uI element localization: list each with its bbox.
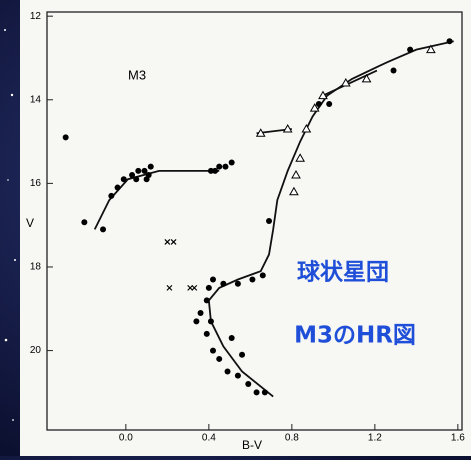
- y-tick-label: 18: [30, 262, 42, 273]
- star-point: [326, 101, 332, 107]
- x-tick-label: 1.2: [368, 433, 382, 444]
- star-point: [204, 331, 210, 337]
- star-point: [225, 368, 231, 374]
- star-point: [254, 389, 260, 395]
- star-point: [133, 176, 139, 182]
- star-point: [391, 68, 397, 74]
- star-point: [210, 277, 216, 283]
- star-point: [135, 168, 141, 174]
- annotation: 球状星団: [297, 259, 389, 286]
- star-point: [316, 101, 322, 107]
- star-point: [193, 318, 199, 324]
- star-point: [198, 310, 204, 316]
- star-point: [144, 176, 150, 182]
- star-point: [245, 381, 251, 387]
- star-point: [216, 356, 222, 362]
- y-tick-label: 14: [30, 94, 42, 105]
- y-tick-label: 12: [30, 11, 42, 22]
- x-tick-label: 1.6: [451, 433, 465, 444]
- star-point: [63, 134, 69, 140]
- star-point: [210, 348, 216, 354]
- x-tick-label: 0.8: [285, 433, 299, 444]
- x-tick-label: 0.4: [202, 433, 216, 444]
- star-point: [108, 193, 114, 199]
- star-point: [447, 38, 453, 44]
- star-point: [100, 226, 106, 232]
- chart-title: M3: [128, 67, 146, 82]
- x-axis-label: B-V: [242, 438, 262, 452]
- star-point: [229, 335, 235, 341]
- y-tick-label: 16: [30, 178, 42, 189]
- star-point: [260, 272, 266, 278]
- star-point: [206, 285, 212, 291]
- star-point: [229, 159, 235, 165]
- star-point: [266, 218, 272, 224]
- star-point: [239, 352, 245, 358]
- y-axis-label: V: [26, 216, 34, 230]
- x-tick-label: 0.0: [119, 433, 133, 444]
- star-point: [222, 164, 228, 170]
- chart: M3 V B-V 球状星団 M3のHR図 0.0 0.4 0.8 1.2 1.6 12 14…: [0, 0, 471, 456]
- star-point: [208, 318, 214, 324]
- star-point: [407, 47, 413, 53]
- star-point: [235, 281, 241, 287]
- star-point: [220, 281, 226, 287]
- star-point: [121, 176, 127, 182]
- star-point: [249, 277, 255, 283]
- paper: [20, 0, 471, 456]
- star-point: [115, 185, 121, 191]
- stars: [4, 29, 16, 421]
- star-point: [262, 389, 268, 395]
- star-point: [212, 168, 218, 174]
- star-point: [148, 164, 154, 170]
- star-point: [81, 219, 87, 225]
- annotation: M3のHR図: [294, 323, 416, 349]
- star-point: [204, 297, 210, 303]
- star-point: [235, 373, 241, 379]
- y-tick-label: 20: [30, 345, 42, 356]
